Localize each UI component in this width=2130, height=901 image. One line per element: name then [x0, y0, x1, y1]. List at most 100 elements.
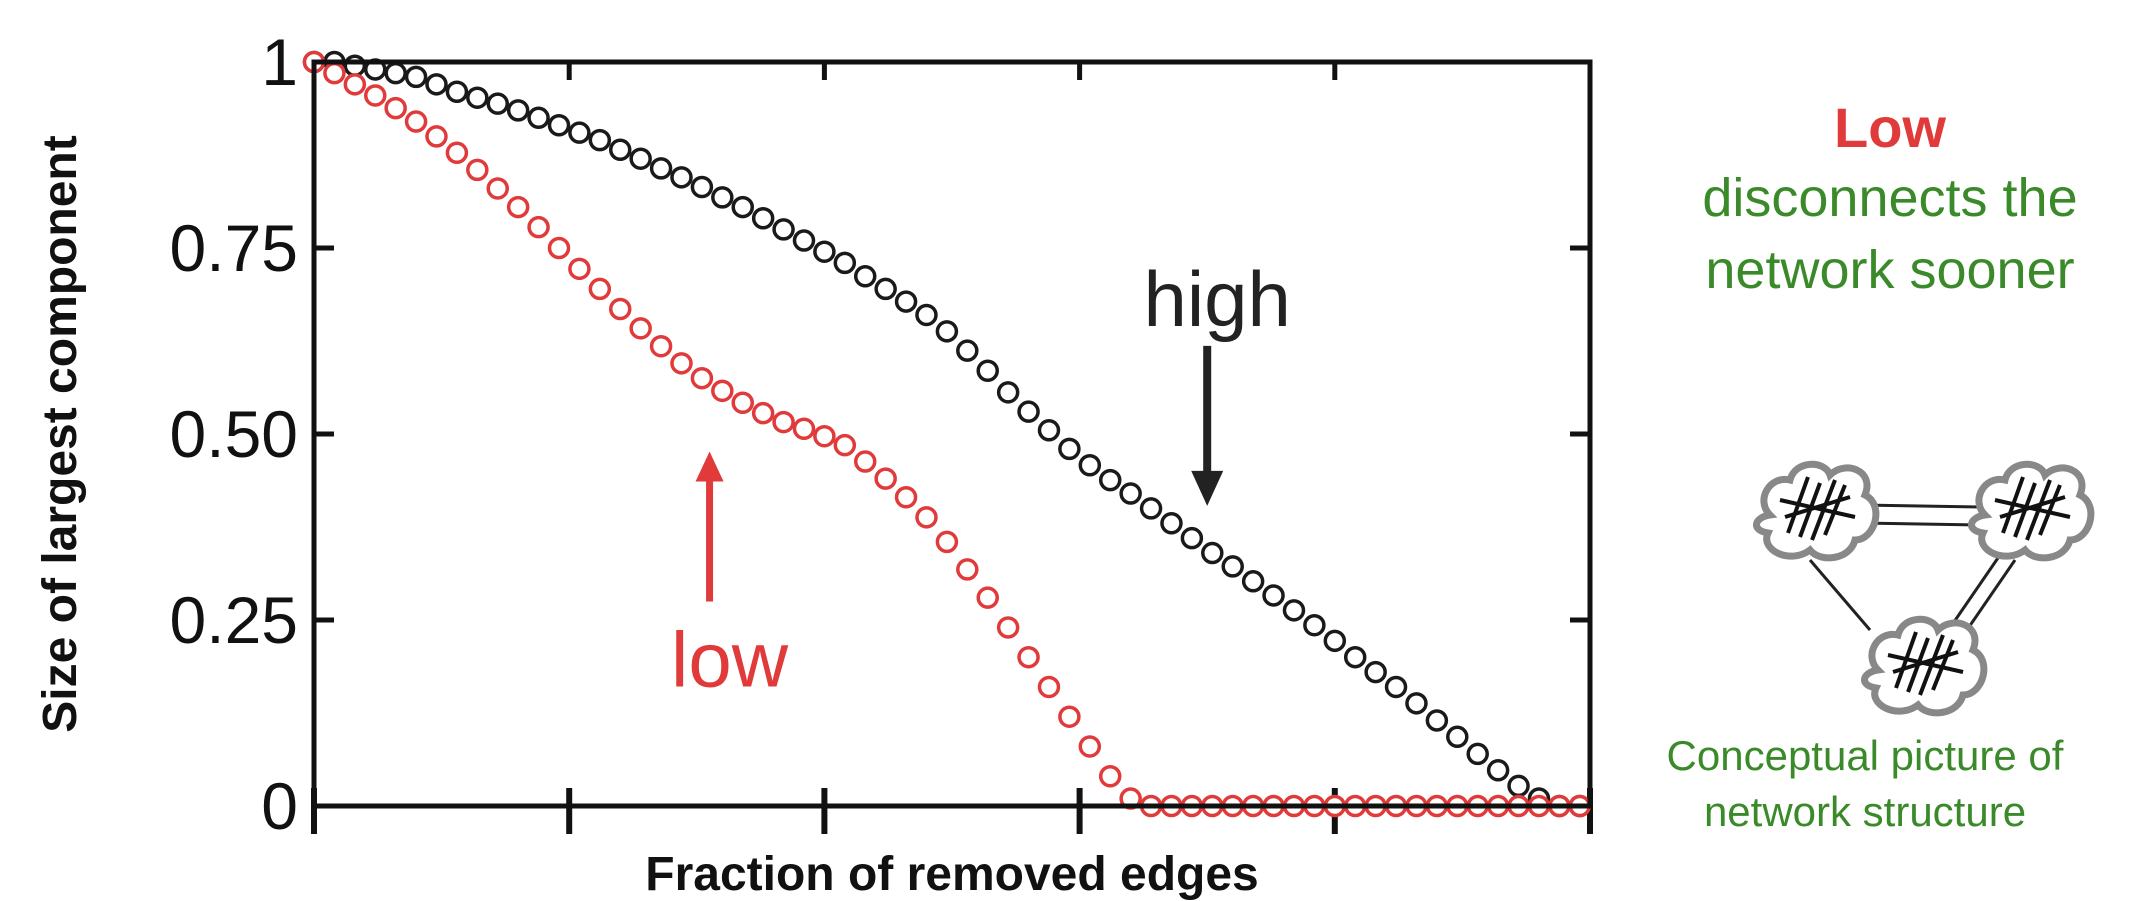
data-point-low	[466, 158, 489, 182]
y-tick-label: 1	[261, 25, 298, 99]
data-point-high	[1058, 437, 1081, 461]
data-point-low	[1078, 735, 1102, 758]
data-point-high	[568, 121, 591, 144]
data-point-low	[792, 417, 816, 441]
data-point-high	[874, 277, 897, 301]
data-point-high	[915, 303, 938, 327]
data-point-low	[915, 506, 938, 529]
data-point-high	[1078, 453, 1102, 477]
data-point-low	[670, 352, 693, 375]
data-point-high	[649, 157, 673, 180]
data-point-high	[608, 138, 632, 162]
data-point-low	[608, 297, 632, 321]
data-point-high	[1303, 613, 1326, 637]
data-point-high	[792, 229, 816, 252]
cluster-icon	[1753, 460, 1880, 562]
data-point-high	[1323, 629, 1347, 653]
data-point-low	[445, 141, 469, 165]
data-point-high	[670, 166, 693, 189]
arrowhead-icon	[695, 451, 724, 482]
data-point-high	[1201, 541, 1224, 565]
data-point-high	[853, 265, 877, 288]
y-tick-labels: 0 0.25 0.50 0.75 1	[170, 25, 298, 843]
data-point-low	[506, 195, 530, 219]
y-axis-title: Size of largest component	[34, 135, 87, 732]
data-point-high	[1139, 497, 1163, 520]
y-tick-label: 0.75	[170, 211, 298, 285]
cluster-icon	[1968, 460, 2095, 562]
y-tick-label: 0	[261, 769, 298, 843]
data-point-high	[343, 54, 367, 77]
data-point-high	[527, 106, 550, 130]
data-point-low	[976, 586, 999, 609]
data-point-low	[404, 110, 428, 133]
data-point-high	[629, 147, 652, 170]
data-point-low	[711, 379, 734, 403]
data-point-high	[506, 99, 530, 122]
data-point-low	[690, 366, 714, 390]
data-point-low	[323, 61, 346, 85]
data-point-low	[527, 215, 550, 239]
data-point-high	[1017, 400, 1040, 423]
data-point-high	[1180, 526, 1204, 550]
data-point-high	[1466, 742, 1489, 766]
data-point-high	[1037, 419, 1061, 442]
data-point-high	[547, 113, 571, 137]
data-point-high	[772, 218, 795, 241]
cluster-icon	[1861, 615, 1988, 717]
plot-frame	[311, 59, 1593, 809]
data-point-high	[384, 61, 407, 85]
data-point-low	[1017, 645, 1040, 669]
data-point-high	[894, 290, 918, 313]
plot-series	[302, 50, 1592, 818]
data-point-high	[1507, 774, 1530, 798]
data-point-high	[731, 195, 754, 219]
series-low	[302, 50, 1592, 818]
data-point-high	[486, 92, 509, 115]
data-point-high	[690, 175, 714, 199]
side-heading: Low	[1834, 96, 1946, 159]
data-point-high	[711, 186, 734, 209]
data-point-high	[1098, 468, 1122, 492]
x-axis-title: Fraction of removed edges	[645, 848, 1258, 901]
data-point-low	[425, 125, 448, 148]
data-point-low	[874, 467, 897, 490]
data-point-high	[1446, 725, 1469, 749]
data-point-high	[1282, 599, 1306, 622]
data-point-low	[996, 616, 1020, 639]
data-point-high	[1221, 555, 1244, 578]
annotation-label-low: low	[671, 615, 789, 703]
data-point-low	[343, 73, 367, 96]
data-point-low	[833, 433, 857, 457]
data-point-low	[956, 558, 979, 581]
data-point-low	[1058, 705, 1081, 728]
data-point-low	[486, 177, 509, 200]
chart: 0 0.25 0.50 0.75 1 Size of largest component…	[34, 25, 1593, 901]
data-point-high	[1241, 570, 1265, 593]
annotation-label-high: high	[1143, 255, 1290, 343]
annotations: high low	[671, 255, 1291, 704]
illustration-caption: Conceptual picture of network structure	[1666, 732, 2064, 835]
data-point-high	[1425, 709, 1449, 732]
arrowhead-icon	[1191, 470, 1224, 506]
data-point-low	[731, 391, 754, 415]
data-point-high	[1364, 660, 1387, 684]
data-point-low	[1037, 675, 1061, 699]
network-clusters-icon	[1753, 460, 2095, 717]
data-point-low	[588, 277, 612, 301]
data-point-low	[772, 410, 795, 434]
data-point-high	[1343, 645, 1367, 669]
y-tick-label: 0.50	[170, 397, 298, 471]
data-point-high	[588, 128, 612, 152]
data-point-low	[1098, 764, 1122, 788]
data-point-low	[547, 236, 571, 260]
data-point-low	[853, 450, 877, 473]
data-point-high	[976, 359, 999, 383]
series-high	[302, 50, 1592, 818]
data-point-high	[751, 206, 775, 230]
data-point-high	[1262, 584, 1285, 607]
data-point-high	[1486, 759, 1510, 782]
data-point-high	[1384, 675, 1408, 699]
data-point-high	[404, 65, 428, 89]
data-point-high	[425, 73, 448, 96]
